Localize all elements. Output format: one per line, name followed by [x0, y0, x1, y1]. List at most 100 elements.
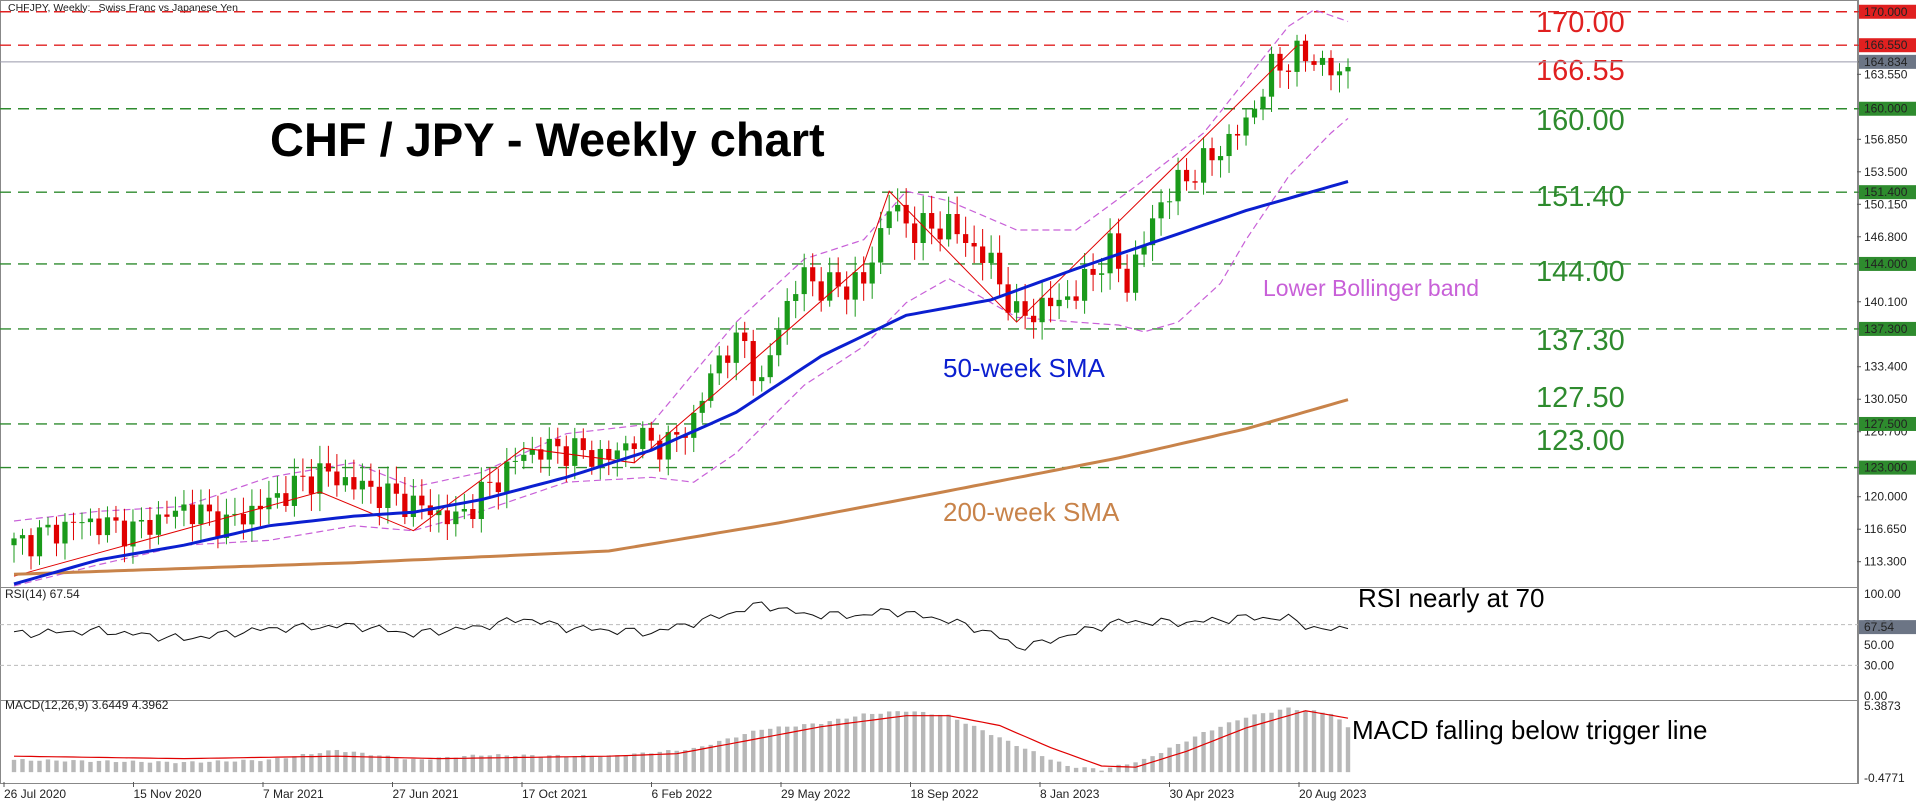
- candle-body: [614, 450, 620, 460]
- candle-body: [1005, 284, 1011, 313]
- candle-body: [147, 519, 153, 535]
- candle-body: [631, 443, 637, 449]
- macd-histogram-bar: [249, 760, 255, 773]
- macd-histogram-bar: [334, 749, 340, 773]
- rsi-axis-label: 100.00: [1864, 587, 1901, 601]
- rsi-pane: RSI(14) 67.54: [5, 587, 80, 601]
- candle-body: [1132, 254, 1139, 293]
- candle-body: [291, 475, 297, 506]
- macd-histogram-bar: [1260, 713, 1266, 773]
- candle-body: [903, 204, 909, 224]
- level-axis-label: 123.000: [1864, 461, 1908, 475]
- candle-body: [266, 497, 272, 510]
- price-axis-label: 120.000: [1864, 490, 1908, 504]
- time-axis-label: 30 Apr 2023: [1170, 787, 1235, 801]
- candle-body: [1073, 296, 1079, 301]
- candle-body: [1302, 40, 1309, 62]
- candle-body: [750, 341, 756, 382]
- macd-axis-label: -0.4771: [1864, 771, 1905, 785]
- candle-body: [96, 518, 102, 536]
- macd-histogram-bar: [742, 734, 747, 773]
- macd-histogram-bar: [79, 760, 85, 773]
- macd-header: MACD(12,26,9) 3.6449 4.3962: [5, 698, 169, 712]
- candle-body: [861, 272, 867, 284]
- macd-histogram-bar: [937, 714, 943, 773]
- macd-histogram-bar: [504, 755, 510, 773]
- candle-body: [776, 329, 782, 356]
- macd-histogram-bar: [88, 761, 93, 773]
- macd-histogram-bar: [1209, 730, 1215, 773]
- candle-body: [869, 262, 875, 284]
- candle-body: [665, 432, 671, 460]
- macd-histogram-bar: [547, 755, 552, 773]
- candle-body: [988, 252, 994, 263]
- rsi-value-label: 67.54: [1864, 620, 1894, 634]
- candle-body: [835, 272, 841, 287]
- candle-body: [521, 454, 527, 461]
- macd-histogram-bar: [844, 718, 849, 773]
- candle-body: [742, 332, 748, 342]
- sma200-annotation: 200-week SMA: [943, 497, 1120, 527]
- candle-body: [62, 521, 68, 544]
- candle-body: [11, 538, 17, 546]
- macd-histogram-bar: [530, 755, 535, 773]
- candle-body: [232, 513, 238, 515]
- macd-histogram-bar: [1286, 707, 1291, 773]
- candle-body: [470, 508, 476, 520]
- upper-bollinger-band: [13, 9, 1349, 522]
- macd-histogram-bar: [1167, 747, 1172, 773]
- macd-histogram-bar: [776, 726, 781, 773]
- candle-body: [572, 438, 578, 466]
- level-axis-badge: [1859, 416, 1916, 431]
- time-axis-label: 29 May 2022: [781, 787, 851, 801]
- macd-histogram-bar: [1218, 726, 1223, 773]
- candle-body: [376, 486, 382, 508]
- candle-body: [1294, 40, 1300, 72]
- macd-histogram-bar: [521, 754, 527, 773]
- level-axis-label: 166.550: [1864, 38, 1908, 52]
- rsi-axis-label: 50.00: [1864, 638, 1894, 652]
- candle-body: [563, 446, 569, 466]
- candle-body: [1200, 148, 1207, 183]
- candle-body: [1124, 268, 1130, 293]
- candle-body: [708, 373, 714, 401]
- level-label: 170.00: [1536, 7, 1625, 39]
- candle-body: [138, 519, 145, 522]
- macd-histogram-bar: [54, 760, 59, 773]
- macd-histogram-bar: [164, 761, 170, 773]
- macd-histogram-bar: [1277, 709, 1283, 773]
- level-axis-label: 151.400: [1864, 185, 1908, 199]
- candle-body: [1209, 148, 1215, 161]
- candle-body: [504, 461, 510, 493]
- macd-histogram-bar: [1294, 710, 1300, 773]
- macd-histogram-bar: [683, 750, 688, 773]
- level-label: 127.50: [1536, 382, 1625, 414]
- macd-histogram-bar: [997, 737, 1002, 773]
- sma200-line: [13, 398, 1349, 576]
- candle-body: [1285, 70, 1292, 72]
- lower-bollinger-annotation: Lower Bollinger band: [1263, 275, 1479, 301]
- candle-body: [359, 480, 365, 490]
- macd-histogram-bar: [581, 754, 586, 773]
- current-price-badge: [1859, 54, 1916, 69]
- candle-body: [640, 427, 646, 449]
- macd-histogram-bar: [343, 752, 348, 773]
- candle-body: [385, 483, 391, 508]
- time-axis-label: 26 Jul 2020: [4, 787, 66, 801]
- candle-body: [1039, 297, 1045, 323]
- candle-body: [1243, 117, 1249, 136]
- macd-histogram-bar: [20, 759, 25, 773]
- macd-histogram-bar: [768, 728, 773, 773]
- macd-histogram-bar: [818, 724, 824, 773]
- level-axis-badge: [1859, 38, 1916, 53]
- macd-histogram-bar: [572, 756, 577, 773]
- time-axis-label: 18 Sep 2022: [911, 787, 979, 801]
- macd-histogram-bar: [1065, 765, 1070, 773]
- macd-histogram-bar: [1150, 756, 1155, 773]
- time-axis-label: 7 Mar 2021: [263, 787, 324, 801]
- macd-histogram-bar: [1073, 767, 1079, 773]
- macd-histogram-bar: [589, 756, 594, 773]
- chart-frame: [0, 0, 1859, 784]
- candle-body: [19, 535, 26, 539]
